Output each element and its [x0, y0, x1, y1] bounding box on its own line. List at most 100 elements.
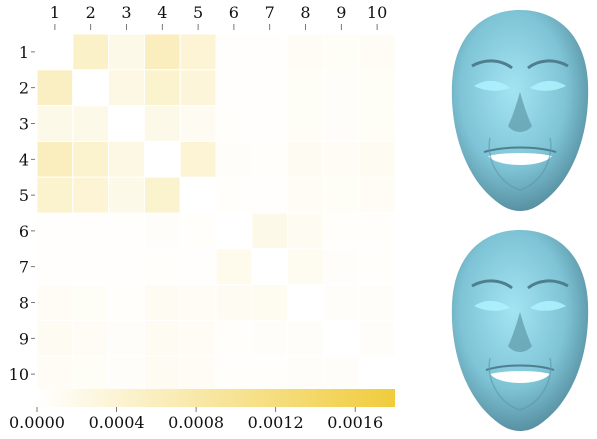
x-tick-label: 9 [336, 3, 346, 22]
heatmap-cell-r1-c5 [179, 33, 217, 71]
colorbar-tick-label: 0.0000 [9, 413, 65, 432]
y-tick-label: 5 [19, 186, 29, 205]
heatmap-cell-r10-c10 [358, 355, 396, 393]
heatmap-cell-r4-c3 [108, 140, 145, 178]
heatmap-cell-r6-c7 [251, 212, 289, 250]
heatmap-cell-r6-c4 [143, 212, 181, 250]
heatmap-cells [36, 33, 396, 393]
heatmap-cell-r3-c7 [251, 105, 289, 142]
heatmap-cell-r10-c6 [215, 355, 253, 393]
heatmap-cell-r5-c8 [287, 176, 324, 214]
x-tick-label: 1 [50, 3, 60, 22]
heatmap-cell-r10-c3 [108, 355, 145, 393]
heatmap-cell-r2-c2 [72, 69, 110, 107]
heatmap-cell-r9-c3 [108, 319, 145, 357]
heatmap-cell-r1-c2 [72, 33, 110, 71]
heatmap-cell-r7-c9 [322, 248, 360, 286]
x-tick-label: 6 [229, 3, 239, 22]
heatmap-cell-r3-c5 [179, 105, 217, 142]
heatmap-cell-r7-c6 [215, 248, 253, 286]
y-axis-ticks: 1 2 3 4 5 6 7 8 9 10 [9, 43, 35, 384]
heatmap-cell-r7-c10 [358, 248, 396, 286]
heatmap-cell-r9-c2 [72, 319, 110, 357]
heatmap-cell-r7-c1 [36, 248, 74, 286]
heatmap-cell-r10-c8 [287, 355, 324, 393]
heatmap-cell-r6-c10 [358, 212, 396, 250]
heatmap-cell-r4-c2 [72, 140, 110, 178]
heatmap-cell-r7-c7 [251, 248, 289, 286]
heatmap-cell-r2-c5 [179, 69, 217, 107]
heatmap-cell-r3-c4 [143, 105, 181, 142]
heatmap-cell-r2-c1 [36, 69, 74, 107]
heatmap-cell-r7-c4 [143, 248, 181, 286]
x-axis-ticks: 1 2 3 4 5 6 7 8 9 10 [50, 3, 387, 30]
heatmap-cell-r4-c9 [322, 140, 360, 178]
heatmap-cell-r10-c7 [251, 355, 289, 393]
heatmap-cell-r3-c10 [358, 105, 396, 142]
heatmap-cell-r8-c9 [322, 284, 360, 321]
heatmap-cell-r8-c5 [179, 284, 217, 321]
colorbar [37, 389, 395, 407]
heatmap-cell-r8-c3 [108, 284, 145, 321]
heatmap-cell-r4-c8 [287, 140, 324, 178]
heatmap-cell-r3-c2 [72, 105, 110, 142]
heatmap-cell-r7-c8 [287, 248, 324, 286]
x-tick-label: 5 [193, 3, 203, 22]
heatmap-cell-r3-c6 [215, 105, 253, 142]
x-tick-label: 8 [300, 3, 310, 22]
heatmap-cell-r6-c9 [322, 212, 360, 250]
heatmap-cell-r1-c7 [251, 33, 289, 71]
heatmap-cell-r8-c2 [72, 284, 110, 321]
heatmap-cell-r9-c5 [179, 319, 217, 357]
heatmap-cell-r2-c4 [143, 69, 181, 107]
heatmap-cell-r9-c10 [358, 319, 396, 357]
heatmap-cell-r2-c6 [215, 69, 253, 107]
heatmap-cell-r6-c1 [36, 212, 74, 250]
heatmap-cell-r7-c3 [108, 248, 145, 286]
heatmap-cell-r4-c5 [179, 140, 217, 178]
x-tick-label: 10 [367, 3, 387, 22]
y-tick-label: 10 [9, 365, 29, 384]
x-tick-label: 3 [121, 3, 131, 22]
heatmap-cell-r1-c10 [358, 33, 396, 71]
heatmap-cell-r8-c7 [251, 284, 289, 321]
heatmap-cell-r6-c8 [287, 212, 324, 250]
heatmap-cell-r7-c5 [179, 248, 217, 286]
heatmap-cell-r9-c6 [215, 319, 253, 357]
heatmap-cell-r1-c6 [215, 33, 253, 71]
heatmap-cell-r8-c6 [215, 284, 253, 321]
heatmap-cell-r5-c9 [322, 176, 360, 214]
heatmap-cell-r2-c8 [287, 69, 324, 107]
heatmap-cell-r6-c2 [72, 212, 110, 250]
heatmap-cell-r3-c3 [108, 105, 145, 142]
heatmap-cell-r10-c5 [179, 355, 217, 393]
heatmap-cell-r6-c3 [108, 212, 145, 250]
heatmap-cell-r4-c1 [36, 140, 74, 178]
heatmap-cell-r4-c7 [251, 140, 289, 178]
heatmap-cell-r10-c9 [322, 355, 360, 393]
heatmap-cell-r9-c9 [322, 319, 360, 357]
heatmap-cell-r6-c5 [179, 212, 217, 250]
x-tick-label: 7 [265, 3, 275, 22]
heatmap-cell-r8-c8 [287, 284, 324, 321]
colorbar-tick-label: 0.0016 [327, 413, 383, 432]
heatmap-cell-r4-c6 [215, 140, 253, 178]
heatmap-cell-r2-c9 [322, 69, 360, 107]
heatmap-cell-r5-c6 [215, 176, 253, 214]
heatmap-cell-r8-c4 [143, 284, 181, 321]
heatmap-cell-r10-c2 [72, 355, 110, 393]
colorbar-ticks: 0.0000 0.0004 0.0008 0.0012 0.0016 [9, 407, 383, 432]
heatmap-cell-r1-c3 [108, 33, 145, 71]
colorbar-tick-label: 0.0004 [89, 413, 145, 432]
heatmap-cell-r8-c1 [36, 284, 74, 321]
heatmap-cell-r1-c1 [36, 33, 74, 71]
y-tick-label: 9 [19, 329, 29, 348]
colorbar-tick-label: 0.0008 [168, 413, 224, 432]
heatmap-cell-r7-c2 [72, 248, 110, 286]
heatmap-cell-r3-c9 [322, 105, 360, 142]
heatmap-cell-r10-c4 [143, 355, 181, 393]
heatmap-cell-r2-c3 [108, 69, 145, 107]
face-render-top [451, 10, 589, 211]
heatmap-cell-r5-c7 [251, 176, 289, 214]
